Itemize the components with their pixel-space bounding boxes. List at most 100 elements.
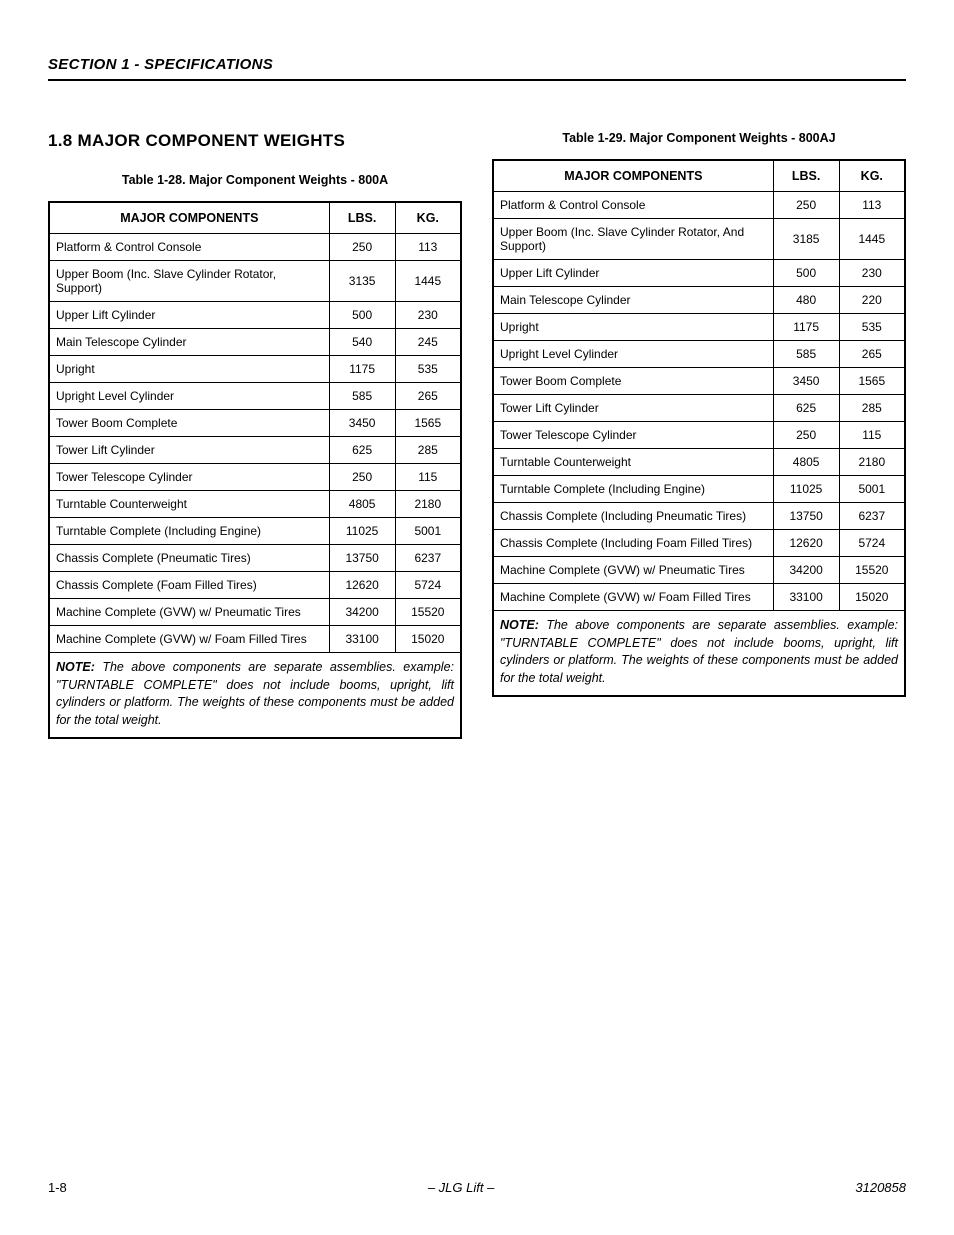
table-row: Chassis Complete (Pneumatic Tires)137506…	[49, 545, 461, 572]
table-row: Main Telescope Cylinder480220	[493, 287, 905, 314]
component-name: Tower Boom Complete	[49, 410, 329, 437]
kg-value: 5001	[839, 476, 905, 503]
table-row: Machine Complete (GVW) w/ Foam Filled Ti…	[493, 584, 905, 611]
component-name: Upper Boom (Inc. Slave Cylinder Rotator,…	[49, 261, 329, 302]
lbs-value: 585	[773, 341, 839, 368]
component-name: Upright	[493, 314, 773, 341]
component-name: Upper Lift Cylinder	[493, 260, 773, 287]
table-row: Upright Level Cylinder585265	[49, 383, 461, 410]
table-right-note: NOTE: The above components are separate …	[493, 611, 905, 697]
table-row: Turntable Counterweight48052180	[49, 491, 461, 518]
lbs-value: 12620	[329, 572, 395, 599]
component-name: Machine Complete (GVW) w/ Pneumatic Tire…	[493, 557, 773, 584]
component-name: Main Telescope Cylinder	[493, 287, 773, 314]
footer-left: 1-8	[48, 1180, 67, 1195]
component-name: Platform & Control Console	[49, 234, 329, 261]
table-row: Upper Boom (Inc. Slave Cylinder Rotator,…	[49, 261, 461, 302]
table-row: NOTE: The above components are separate …	[493, 611, 905, 697]
kg-value: 113	[839, 192, 905, 219]
component-name: Turntable Complete (Including Engine)	[493, 476, 773, 503]
header-components: MAJOR COMPONENTS	[493, 160, 773, 192]
kg-value: 115	[395, 464, 461, 491]
table-left-note: NOTE: The above components are separate …	[49, 653, 461, 739]
kg-value: 285	[839, 395, 905, 422]
content-columns: 1.8 MAJOR COMPONENT WEIGHTS Table 1-28. …	[48, 131, 906, 739]
component-name: Tower Lift Cylinder	[493, 395, 773, 422]
table-row: Tower Lift Cylinder625285	[49, 437, 461, 464]
lbs-value: 11025	[329, 518, 395, 545]
kg-value: 230	[839, 260, 905, 287]
kg-value: 115	[839, 422, 905, 449]
note-text: The above components are separate assemb…	[500, 618, 898, 685]
kg-value: 15020	[395, 626, 461, 653]
kg-value: 285	[395, 437, 461, 464]
table-row: Turntable Complete (Including Engine)110…	[493, 476, 905, 503]
kg-value: 15520	[839, 557, 905, 584]
lbs-value: 4805	[773, 449, 839, 476]
table-row: Machine Complete (GVW) w/ Pneumatic Tire…	[49, 599, 461, 626]
table-row: Upright Level Cylinder585265	[493, 341, 905, 368]
table-row: Upper Boom (Inc. Slave Cylinder Rotator,…	[493, 219, 905, 260]
component-name: Main Telescope Cylinder	[49, 329, 329, 356]
kg-value: 1565	[395, 410, 461, 437]
table-row: Machine Complete (GVW) w/ Foam Filled Ti…	[49, 626, 461, 653]
lbs-value: 3135	[329, 261, 395, 302]
note-text: The above components are separate assemb…	[56, 660, 454, 727]
table-row: Upper Lift Cylinder500230	[493, 260, 905, 287]
lbs-value: 33100	[329, 626, 395, 653]
table-row: Tower Boom Complete34501565	[49, 410, 461, 437]
component-name: Tower Telescope Cylinder	[49, 464, 329, 491]
header-kg: KG.	[839, 160, 905, 192]
kg-value: 230	[395, 302, 461, 329]
table-row: Turntable Complete (Including Engine)110…	[49, 518, 461, 545]
component-name: Upper Lift Cylinder	[49, 302, 329, 329]
table-row: Tower Telescope Cylinder250115	[493, 422, 905, 449]
note-label: NOTE:	[56, 660, 95, 674]
right-column: Table 1-29. Major Component Weights - 80…	[492, 131, 906, 739]
lbs-value: 34200	[329, 599, 395, 626]
lbs-value: 540	[329, 329, 395, 356]
table-row: Chassis Complete (Including Foam Filled …	[493, 530, 905, 557]
lbs-value: 250	[773, 192, 839, 219]
table-row: Machine Complete (GVW) w/ Pneumatic Tire…	[493, 557, 905, 584]
kg-value: 113	[395, 234, 461, 261]
component-name: Turntable Counterweight	[493, 449, 773, 476]
footer-center: – JLG Lift –	[428, 1180, 494, 1195]
component-name: Machine Complete (GVW) w/ Foam Filled Ti…	[493, 584, 773, 611]
component-name: Chassis Complete (Pneumatic Tires)	[49, 545, 329, 572]
kg-value: 220	[839, 287, 905, 314]
table-row: Upright1175535	[493, 314, 905, 341]
header-kg: KG.	[395, 202, 461, 234]
section-heading: 1.8 MAJOR COMPONENT WEIGHTS	[48, 131, 462, 151]
page-footer: 1-8 – JLG Lift – 3120858	[48, 1180, 906, 1195]
lbs-value: 34200	[773, 557, 839, 584]
lbs-value: 3450	[773, 368, 839, 395]
lbs-value: 4805	[329, 491, 395, 518]
component-name: Upright	[49, 356, 329, 383]
kg-value: 2180	[395, 491, 461, 518]
kg-value: 245	[395, 329, 461, 356]
note-label: NOTE:	[500, 618, 539, 632]
component-name: Chassis Complete (Including Pneumatic Ti…	[493, 503, 773, 530]
header-components: MAJOR COMPONENTS	[49, 202, 329, 234]
lbs-value: 250	[773, 422, 839, 449]
kg-value: 265	[395, 383, 461, 410]
component-name: Platform & Control Console	[493, 192, 773, 219]
left-column: 1.8 MAJOR COMPONENT WEIGHTS Table 1-28. …	[48, 131, 462, 739]
header-lbs: LBS.	[329, 202, 395, 234]
table-row: Turntable Counterweight48052180	[493, 449, 905, 476]
table-row: Upright1175535	[49, 356, 461, 383]
table-row: NOTE: The above components are separate …	[49, 653, 461, 739]
lbs-value: 1175	[329, 356, 395, 383]
lbs-value: 1175	[773, 314, 839, 341]
component-name: Tower Boom Complete	[493, 368, 773, 395]
component-name: Chassis Complete (Including Foam Filled …	[493, 530, 773, 557]
table-row: Chassis Complete (Foam Filled Tires)1262…	[49, 572, 461, 599]
component-name: Tower Telescope Cylinder	[493, 422, 773, 449]
footer-right: 3120858	[855, 1180, 906, 1195]
table-row: Platform & Control Console250113	[49, 234, 461, 261]
lbs-value: 250	[329, 464, 395, 491]
component-name: Upright Level Cylinder	[493, 341, 773, 368]
table-row: Main Telescope Cylinder540245	[49, 329, 461, 356]
kg-value: 265	[839, 341, 905, 368]
